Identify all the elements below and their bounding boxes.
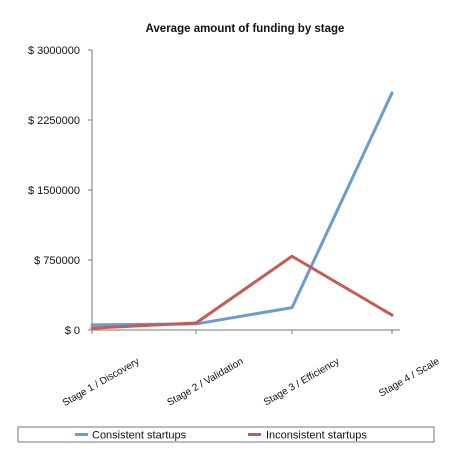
y-tick-label: $ 2250000 xyxy=(28,115,80,127)
y-tick-label: $ 750000 xyxy=(34,255,80,267)
series-lines xyxy=(90,91,394,330)
y-tick-label: $ 3000000 xyxy=(28,45,80,57)
x-ticks: Stage 1 / Discovery Stage 2 / Validation S… xyxy=(61,330,442,409)
x-tick-label: Stage 4 / Scale xyxy=(377,356,442,400)
x-tick-label: Stage 3 / Efficiency xyxy=(262,356,341,408)
chart-title: Average amount of funding by stage xyxy=(146,23,345,35)
legend: Consistent startups Inconsistent startup… xyxy=(17,426,435,443)
inconsistent-startups-line xyxy=(90,254,394,330)
legend-label-inconsistent: Inconsistent startups xyxy=(266,430,367,442)
legend-box xyxy=(17,426,435,443)
y-ticks: $ 0 $ 750000 $ 1500000 $ 2250000 $ 3000000 xyxy=(28,45,92,337)
y-tick-label: $ 0 xyxy=(65,325,80,337)
legend-label-consistent: Consistent startups xyxy=(92,430,187,442)
x-tick-label: Stage 1 / Discovery xyxy=(61,356,142,409)
y-tick-label: $ 1500000 xyxy=(28,185,80,197)
x-tick-label: Stage 2 / Validation xyxy=(166,356,246,409)
